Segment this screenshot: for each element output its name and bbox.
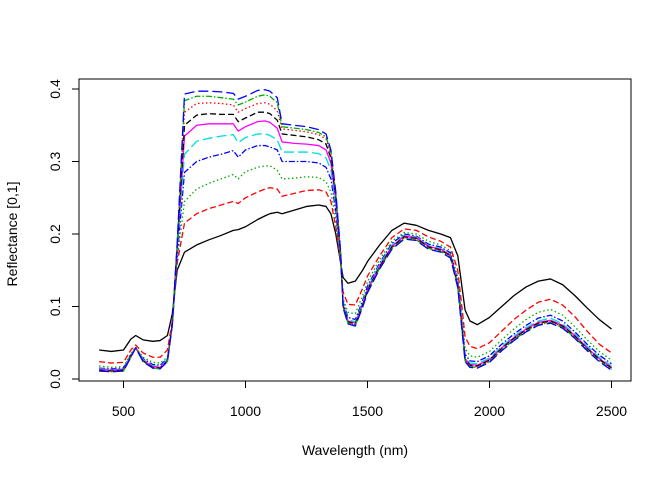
- y-axis: 0.0 0.1 0.2 0.3 0.4: [47, 79, 80, 389]
- series-line-5: [99, 133, 612, 371]
- series-layer: [99, 89, 612, 373]
- y-tick-label: 0.0: [47, 369, 63, 389]
- series-line-8: [99, 102, 612, 372]
- x-tick-label: 1500: [352, 403, 383, 419]
- y-tick-label: 0.3: [47, 152, 63, 172]
- y-axis-label: Reflectance [0,1]: [4, 181, 20, 286]
- y-tick-label: 0.1: [47, 297, 63, 317]
- x-tick-label: 2500: [596, 403, 627, 419]
- series-line-10: [99, 89, 612, 373]
- y-tick-label: 0.2: [47, 224, 63, 244]
- series-line-9: [99, 94, 612, 373]
- x-tick-label: 1000: [230, 403, 261, 419]
- x-axis-label: Wavelength (nm): [302, 442, 408, 458]
- series-line-7: [99, 111, 612, 372]
- y-tick-label: 0.4: [47, 79, 63, 99]
- plot-frame: [78, 78, 632, 382]
- x-tick-label: 500: [112, 403, 136, 419]
- x-axis: 500 1000 1500 2000 2500: [112, 380, 627, 419]
- x-tick-label: 2000: [474, 403, 505, 419]
- series-line-6: [99, 120, 612, 371]
- series-line-3: [99, 165, 612, 369]
